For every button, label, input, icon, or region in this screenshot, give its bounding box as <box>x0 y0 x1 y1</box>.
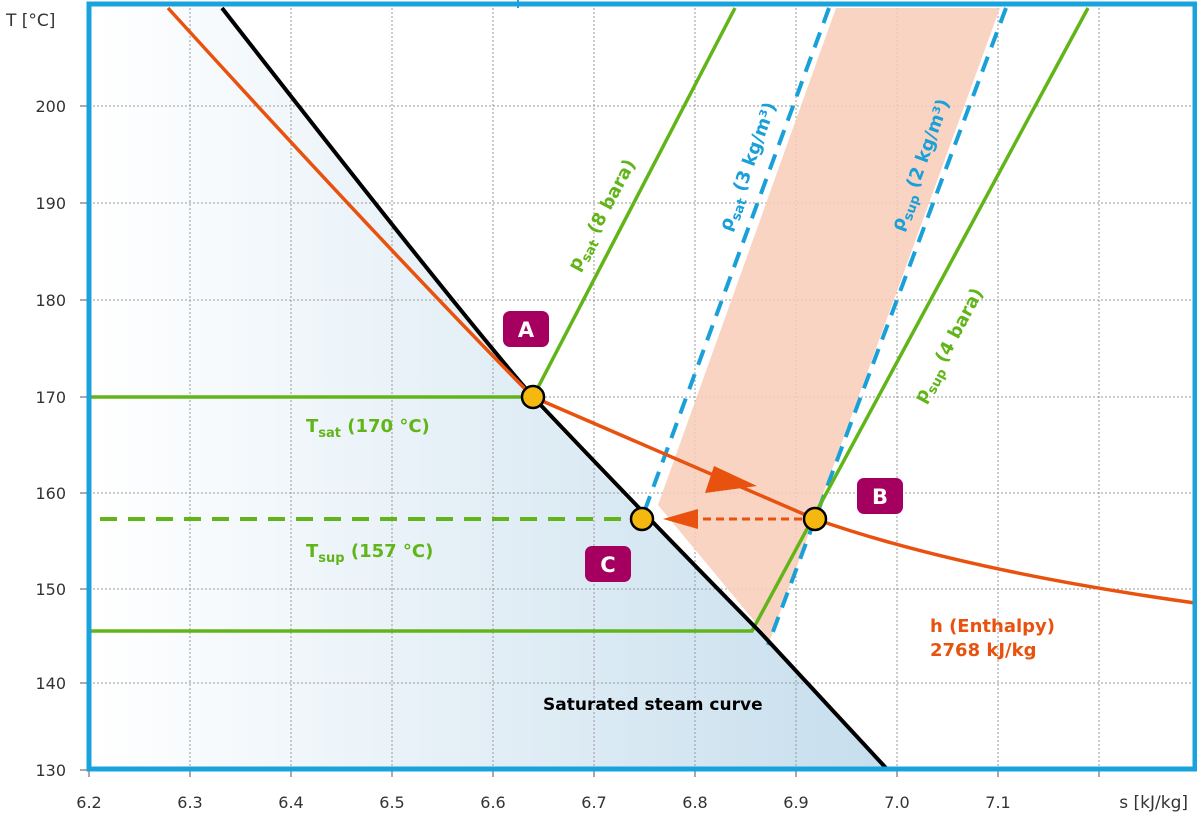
svg-text:190: 190 <box>35 194 66 213</box>
p-sup-line <box>89 7 1090 633</box>
svg-text:6.9: 6.9 <box>783 793 808 812</box>
x-axis-title: s [kJ/kg] <box>1119 793 1188 813</box>
badge-b: B <box>857 478 903 514</box>
label-t-sup: Tsup (157 °C) <box>306 541 433 566</box>
svg-text:150: 150 <box>35 580 66 599</box>
point-b <box>802 506 828 532</box>
svg-text:6.6: 6.6 <box>480 793 505 812</box>
badge-a: A <box>503 311 549 347</box>
svg-text:140: 140 <box>35 674 66 693</box>
svg-text:160: 160 <box>35 484 66 503</box>
badge-c: C <box>585 546 631 582</box>
svg-text:6.3: 6.3 <box>177 793 202 812</box>
label-enthalpy-1: h (Enthalpy) <box>930 616 1055 637</box>
svg-text:B: B <box>872 485 888 509</box>
arrow-b-to-c-head <box>663 509 698 529</box>
label-t-sat: Tsat (170 °C) <box>306 416 430 441</box>
x-tick-labels: 6.2 6.3 6.4 6.5 6.6 6.7 6.8 6.9 7.0 7.1 <box>76 793 1010 812</box>
label-enthalpy-2: 2768 kJ/kg <box>930 640 1036 661</box>
point-a <box>520 384 546 410</box>
point-c <box>629 506 655 532</box>
y-axis-title: T [°C] <box>5 11 55 31</box>
svg-text:7.1: 7.1 <box>985 793 1010 812</box>
svg-text:6.7: 6.7 <box>581 793 606 812</box>
plot-frame <box>86 1 1197 772</box>
rho-sat-line <box>640 7 831 519</box>
rho-sup-line <box>766 7 1008 646</box>
svg-text:6.8: 6.8 <box>682 793 707 812</box>
wet-steam-region <box>95 8 886 768</box>
y-tick-labels: 130 140 150 160 170 180 190 200 <box>35 97 66 780</box>
svg-text:200: 200 <box>35 97 66 116</box>
label-saturated-curve: Saturated steam curve <box>543 695 763 715</box>
svg-text:6.5: 6.5 <box>379 793 404 812</box>
enthalpy-curve-left <box>166 6 535 399</box>
svg-text:6.2: 6.2 <box>76 793 101 812</box>
svg-text:A: A <box>518 318 535 342</box>
svg-text:130: 130 <box>35 761 66 780</box>
svg-text:170: 170 <box>35 388 66 407</box>
label-p-sup: psup (4 bara) <box>910 285 992 409</box>
enthalpy-curve-right <box>532 395 1196 605</box>
svg-text:6.4: 6.4 <box>278 793 303 812</box>
svg-text:C: C <box>600 553 615 577</box>
svg-text:7.0: 7.0 <box>884 793 909 812</box>
arrow-a-to-b <box>705 466 757 493</box>
svg-text:180: 180 <box>35 291 66 310</box>
